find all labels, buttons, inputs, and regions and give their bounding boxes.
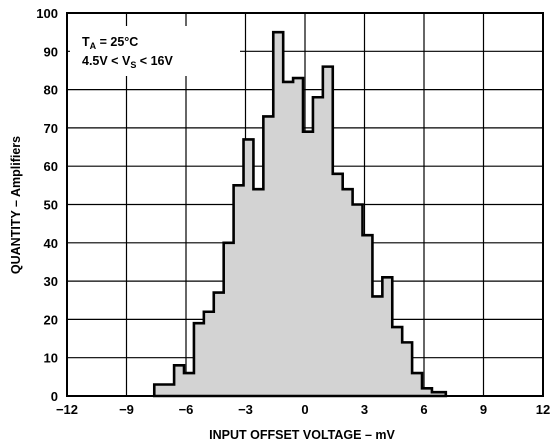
annotation-v-range: < 16V — [136, 54, 173, 68]
y-axis-label: QUANTITY – Amplifiers — [9, 136, 23, 274]
x-tick-label: −12 — [56, 402, 78, 417]
x-axis-label: INPUT OFFSET VOLTAGE – mV — [209, 428, 395, 442]
annotation-box — [70, 26, 240, 76]
x-tick-label: 0 — [301, 402, 308, 417]
y-tick-label: 10 — [44, 351, 58, 366]
y-tick-label: 30 — [44, 274, 58, 289]
y-tick-label: 90 — [44, 44, 58, 59]
x-tick-label: 12 — [536, 402, 550, 417]
annotation-line-2: 4.5V < VS < 16V — [82, 54, 173, 70]
y-tick-label: 0 — [51, 389, 58, 404]
y-tick-label: 40 — [44, 236, 58, 251]
y-tick-label: 100 — [36, 6, 58, 21]
tick-labels: −12 −9 −6 −3 0 3 6 9 12 0 10 20 30 40 50 60 70 80 90 100 — [36, 6, 550, 417]
y-tick-label: 70 — [44, 121, 58, 136]
y-tick-label: 50 — [44, 198, 58, 213]
histogram-bars — [152, 30, 448, 398]
y-tick-label: 80 — [44, 83, 58, 98]
y-tick-label: 60 — [44, 159, 58, 174]
x-tick-label: 9 — [480, 402, 487, 417]
x-tick-label: 3 — [361, 402, 368, 417]
annotation-v-subscript: S — [130, 60, 136, 70]
x-tick-label: 6 — [420, 402, 427, 417]
annotation-t-symbol: T — [82, 35, 90, 49]
annotation-v-prefix: 4.5V < V — [82, 54, 131, 68]
x-tick-label: −3 — [238, 402, 253, 417]
annotation-line-1: TA = 25°C — [82, 35, 138, 51]
annotation-t-subscript: A — [90, 41, 97, 51]
plot-frame — [66, 12, 544, 397]
x-tick-label: −6 — [179, 402, 194, 417]
x-tick-label: −9 — [119, 402, 134, 417]
y-tick-label: 20 — [44, 312, 58, 327]
annotation-t-value: = 25°C — [96, 35, 138, 49]
